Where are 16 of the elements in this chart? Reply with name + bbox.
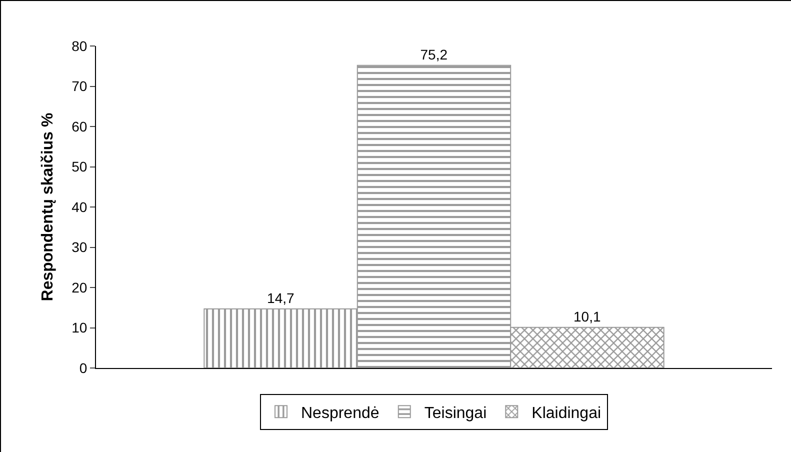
y-tick-label: 80 [72,38,88,54]
y-tick-label: 50 [72,158,88,175]
data-label: 14,7 [267,290,295,306]
y-tick-label: 70 [72,78,88,94]
text: Klaidingai [532,404,602,422]
y-tick-label: 10 [72,320,88,336]
y-tick-label: 30 [72,239,88,256]
y-tick-label: 60 [72,118,88,134]
data-label: 10,1 [573,308,601,324]
text: Nesprendė [301,404,380,422]
y-tick-label: 20 [72,279,88,296]
data-label: 75,2 [420,46,448,62]
y-tick-label: 40 [72,198,88,215]
y-tick-label: 0 [79,360,88,376]
text: Teisingai [424,404,487,422]
y-axis-title: Respondentų skaičius % [40,112,57,302]
